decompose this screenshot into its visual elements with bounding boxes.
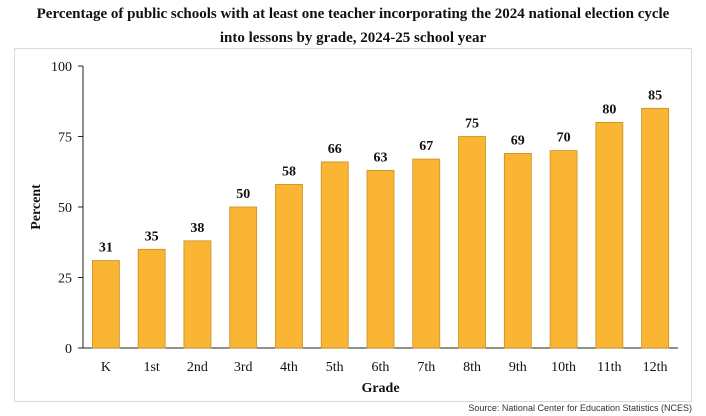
x-tick-label: 3rd xyxy=(234,360,253,375)
bar xyxy=(137,248,166,349)
y-tick-label: 100 xyxy=(51,60,72,75)
source-note: Source: National Center for Education St… xyxy=(468,403,692,413)
data-label: 31 xyxy=(99,241,113,256)
data-label: 58 xyxy=(282,164,296,179)
bar xyxy=(183,240,212,349)
bar xyxy=(595,122,624,349)
chart-title-line-2: into lessons by grade, 2024-25 school ye… xyxy=(219,30,487,46)
bar xyxy=(320,161,349,349)
data-label: 67 xyxy=(419,139,433,154)
data-label: 66 xyxy=(328,142,342,157)
y-tick-label: 75 xyxy=(58,131,72,146)
x-tick-label: 9th xyxy=(509,360,527,375)
x-tick-label: 8th xyxy=(463,360,481,375)
x-tick-label: 7th xyxy=(417,360,435,375)
y-axis-title: Percent xyxy=(29,184,44,230)
x-tick-label: 11th xyxy=(597,360,621,375)
x-tick-label: 5th xyxy=(326,360,344,375)
bar xyxy=(275,184,303,349)
data-label: 75 xyxy=(465,117,479,132)
x-tick-label: 2nd xyxy=(187,360,208,375)
bar xyxy=(229,206,258,349)
y-tick-label: 25 xyxy=(58,272,72,287)
x-tick-label: 10th xyxy=(551,360,576,375)
bar xyxy=(366,169,395,349)
x-tick-label: K xyxy=(101,360,111,375)
x-tick-label: 12th xyxy=(643,360,668,375)
bar xyxy=(91,260,120,349)
chart-frame xyxy=(14,48,692,402)
data-label: 50 xyxy=(236,187,250,202)
data-label: 35 xyxy=(145,229,159,244)
data-label: 70 xyxy=(557,131,571,146)
bar xyxy=(503,153,532,349)
y-tick-label: 0 xyxy=(65,342,72,357)
bar xyxy=(641,107,670,349)
chart-title-line-1: Percentage of public schools with at lea… xyxy=(36,6,670,22)
data-label: 38 xyxy=(190,221,204,236)
bar xyxy=(549,150,578,349)
data-label: 69 xyxy=(511,133,525,148)
x-tick-label: 6th xyxy=(372,360,390,375)
bar xyxy=(458,136,486,349)
bar xyxy=(412,158,441,349)
data-label: 80 xyxy=(602,102,616,117)
x-axis-title: Grade xyxy=(361,381,399,396)
data-label: 63 xyxy=(374,150,388,165)
data-label: 85 xyxy=(648,88,662,103)
y-tick-label: 50 xyxy=(58,201,72,216)
chart-title: Percentage of public schools with at lea… xyxy=(0,2,706,50)
x-tick-label: 1st xyxy=(143,360,159,375)
x-tick-label: 4th xyxy=(280,360,298,375)
